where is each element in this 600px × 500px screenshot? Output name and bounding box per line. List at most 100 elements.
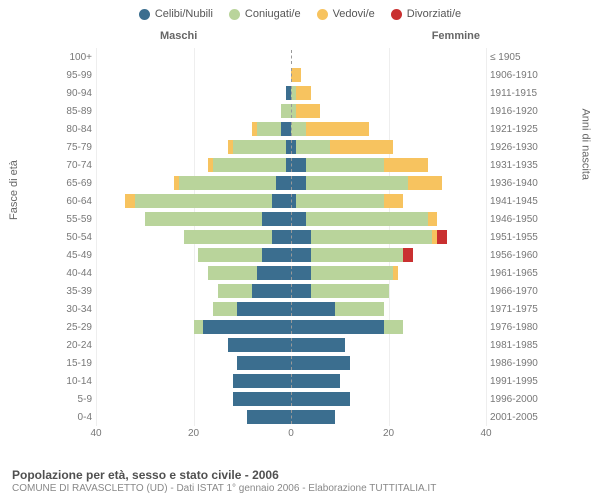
bar-group [96, 338, 486, 352]
legend-item: Divorziati/e [391, 8, 461, 20]
bar-segment [335, 302, 384, 316]
bar-segment [311, 248, 404, 262]
bar-segment [291, 338, 345, 352]
bar-group [96, 50, 486, 64]
male-bar [96, 140, 291, 154]
birth-year-label: ≤ 1905 [486, 52, 544, 63]
bar-segment [262, 248, 291, 262]
female-bar [291, 338, 486, 352]
birth-year-label: 1976-1980 [486, 322, 544, 333]
centerline [291, 158, 292, 172]
age-label: 45-49 [56, 250, 96, 261]
male-bar [96, 356, 291, 370]
bar-segment [237, 356, 291, 370]
bar-group [96, 374, 486, 388]
female-bar [291, 176, 486, 190]
bar-segment [257, 122, 281, 136]
female-bar [291, 392, 486, 406]
centerline [291, 266, 292, 280]
birth-year-label: 2001-2005 [486, 412, 544, 423]
y-axis-right-title: Anni di nascita [580, 108, 592, 180]
bar-group [96, 320, 486, 334]
centerline [291, 50, 292, 64]
chart-title: Popolazione per età, sesso e stato civil… [12, 468, 588, 482]
female-bar [291, 86, 486, 100]
bar-segment [281, 104, 291, 118]
bar-segment [213, 302, 237, 316]
male-bar [96, 302, 291, 316]
centerline [291, 320, 292, 334]
bar-group [96, 284, 486, 298]
x-tick-label: 40 [90, 428, 101, 439]
age-label: 95-99 [56, 70, 96, 81]
age-row: 60-641941-1945 [56, 192, 544, 210]
birth-year-label: 1916-1920 [486, 106, 544, 117]
legend-label: Divorziati/e [407, 8, 461, 20]
birth-year-label: 1971-1975 [486, 304, 544, 315]
legend-label: Vedovi/e [333, 8, 375, 20]
bar-segment [125, 194, 135, 208]
bar-segment [272, 230, 292, 244]
female-bar [291, 248, 486, 262]
age-label: 40-44 [56, 268, 96, 279]
female-bar [291, 410, 486, 424]
birth-year-label: 1911-1915 [486, 88, 544, 99]
male-bar [96, 230, 291, 244]
female-bar [291, 122, 486, 136]
female-bar [291, 68, 486, 82]
male-bar [96, 104, 291, 118]
centerline [291, 374, 292, 388]
age-label: 100+ [56, 52, 96, 63]
bar-segment [247, 410, 291, 424]
age-row: 25-291976-1980 [56, 318, 544, 336]
female-bar [291, 356, 486, 370]
male-bar [96, 212, 291, 226]
bar-segment [184, 230, 272, 244]
birth-year-label: 1936-1940 [486, 178, 544, 189]
bar-group [96, 302, 486, 316]
age-label: 65-69 [56, 178, 96, 189]
centerline [291, 392, 292, 406]
bar-segment [296, 194, 384, 208]
birth-year-label: 1961-1965 [486, 268, 544, 279]
age-row: 10-141991-1995 [56, 372, 544, 390]
bar-segment [311, 284, 389, 298]
age-row: 75-791926-1930 [56, 138, 544, 156]
bar-segment [145, 212, 262, 226]
bar-segment [291, 356, 350, 370]
centerline [291, 140, 292, 154]
birth-year-label: 1986-1990 [486, 358, 544, 369]
x-tick-label: 20 [383, 428, 394, 439]
female-bar [291, 302, 486, 316]
bar-segment [330, 140, 393, 154]
bar-segment [291, 320, 384, 334]
female-bar [291, 158, 486, 172]
bar-segment [272, 194, 292, 208]
age-row: 80-841921-1925 [56, 120, 544, 138]
legend-swatch [229, 9, 240, 20]
male-bar [96, 122, 291, 136]
bar-segment [262, 212, 291, 226]
bar-segment [296, 104, 320, 118]
age-row: 0-4 2001-2005 [56, 408, 544, 426]
birth-year-label: 1996-2000 [486, 394, 544, 405]
legend-item: Coniugati/e [229, 8, 301, 20]
age-label: 85-89 [56, 106, 96, 117]
age-row: 65-69 1936-1940 [56, 174, 544, 192]
age-label: 50-54 [56, 232, 96, 243]
bar-segment [252, 284, 291, 298]
bar-segment [291, 284, 311, 298]
bar-segment [291, 230, 311, 244]
birth-year-label: 1956-1960 [486, 250, 544, 261]
centerline [291, 194, 292, 208]
bar-segment [203, 320, 291, 334]
bar-segment [291, 248, 311, 262]
age-row: 20-241981-1985 [56, 336, 544, 354]
age-row: 5-91996-2000 [56, 390, 544, 408]
age-label: 0-4 [56, 412, 96, 423]
gender-labels: Maschi Femmine [0, 30, 600, 42]
bar-segment [135, 194, 272, 208]
bar-group [96, 212, 486, 226]
bar-segment [291, 392, 350, 406]
male-bar [96, 68, 291, 82]
